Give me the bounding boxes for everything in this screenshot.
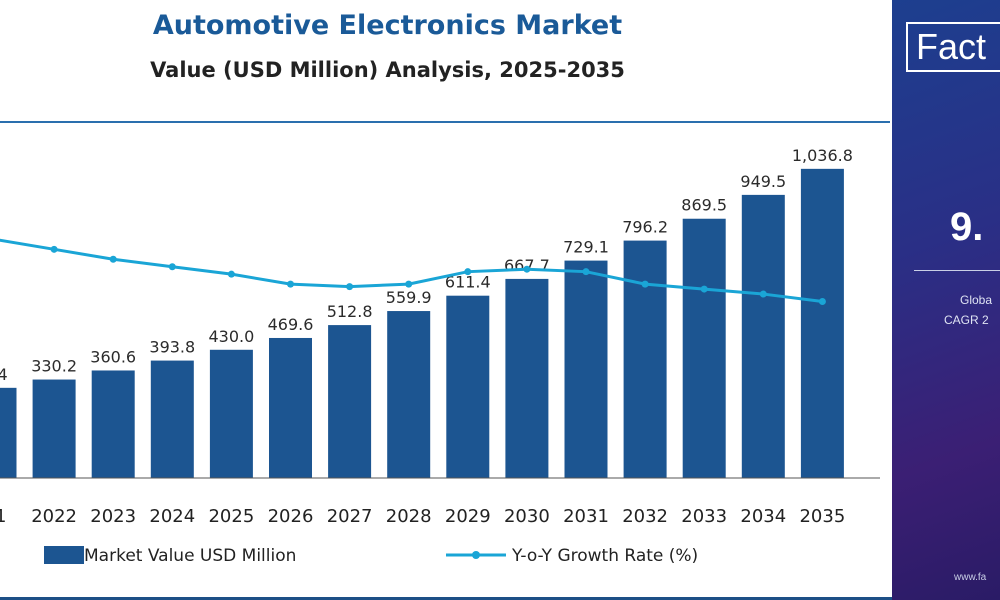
data-label-2034: 949.5 (740, 172, 786, 191)
data-label-2021: 2.4 (0, 365, 8, 384)
x-tick-2032: 2032 (622, 506, 668, 527)
legend-swatch-bars (44, 546, 84, 564)
growth-point-2032 (641, 280, 649, 288)
side-footer-url: www.fa (954, 572, 987, 583)
data-label-2028: 559.9 (386, 288, 432, 307)
side-caption-line2: CAGR 2 (944, 313, 989, 327)
x-tick-2028: 2028 (386, 506, 432, 527)
growth-point-2030 (523, 265, 531, 273)
bar-2033 (682, 218, 726, 479)
bar-2031 (564, 260, 608, 478)
x-tick-2025: 2025 (208, 506, 254, 527)
growth-point-2033 (700, 285, 708, 293)
x-tick-2024: 2024 (149, 506, 195, 527)
x-tick-2035: 2035 (799, 506, 845, 527)
data-label-2023: 360.6 (90, 347, 136, 366)
bar-2028 (387, 311, 431, 478)
brand-logo: Fact (906, 22, 1000, 72)
side-divider (914, 270, 1000, 271)
bar-2030 (505, 278, 549, 478)
x-tick-2022: 2022 (31, 506, 77, 527)
growth-point-2031 (582, 268, 590, 276)
legend-marker-line (472, 551, 480, 559)
side-panel: Fact 9. Globa CAGR 2 www.fa (892, 0, 1000, 600)
data-label-2035: 1,036.8 (792, 146, 853, 165)
data-label-2029: 611.4 (445, 273, 491, 292)
data-label-2024: 393.8 (149, 338, 195, 357)
chart-title: Automotive Electronics Market (152, 10, 623, 41)
header-divider (0, 121, 890, 123)
bar-2025 (209, 349, 253, 478)
chart-subtitle: Value (USD Million) Analysis, 2025-2035 (150, 58, 625, 82)
bar-2027 (328, 325, 372, 478)
growth-point-2022 (50, 245, 58, 253)
growth-point-2025 (227, 270, 235, 278)
data-label-2022: 330.2 (31, 357, 77, 376)
data-label-2026: 469.6 (268, 315, 314, 334)
growth-point-2034 (759, 290, 767, 298)
x-tick-2027: 2027 (327, 506, 373, 527)
data-label-2025: 430.0 (208, 327, 254, 346)
data-label-2033: 869.5 (681, 196, 727, 215)
growth-point-2029 (464, 268, 472, 276)
bar-2023 (91, 370, 135, 478)
side-caption-line1: Globa (960, 293, 993, 307)
bar-2026 (269, 337, 312, 478)
bar-2035 (800, 168, 844, 478)
bar-2034 (741, 194, 785, 479)
x-tick-2029: 2029 (445, 506, 491, 527)
legend-label-line: Y-o-Y Growth Rate (%) (511, 546, 698, 566)
x-tick-2030: 2030 (504, 506, 550, 527)
x-tick-2026: 2026 (268, 506, 314, 527)
growth-point-2024 (168, 263, 176, 271)
bar-2032 (623, 240, 667, 478)
growth-point-2023 (109, 255, 117, 263)
bar-2024 (150, 360, 194, 478)
legend-label-bars: Market Value USD Million (84, 546, 296, 566)
bar-2021 (0, 387, 17, 478)
x-tick-2031: 2031 (563, 506, 609, 527)
x-tick-2021: 21 (0, 506, 6, 527)
x-tick-2023: 2023 (90, 506, 136, 527)
growth-point-2027 (346, 283, 354, 291)
data-label-2032: 796.2 (622, 218, 668, 237)
growth-point-2026 (287, 280, 294, 288)
bar-2022 (32, 379, 76, 478)
bar-line-chart: 2.4 330.2 360.6 393.8 430.0 469.6 512.8 559.9 61… (0, 146, 880, 566)
bar-2029 (446, 295, 490, 478)
growth-point-2035 (818, 298, 826, 306)
data-label-2027: 512.8 (327, 302, 373, 321)
x-tick-2034: 2034 (740, 506, 786, 527)
growth-point-2028 (405, 280, 413, 288)
x-tick-2033: 2033 (681, 506, 727, 527)
data-label-2031: 729.1 (563, 238, 609, 257)
cagr-value: 9. (950, 205, 984, 249)
